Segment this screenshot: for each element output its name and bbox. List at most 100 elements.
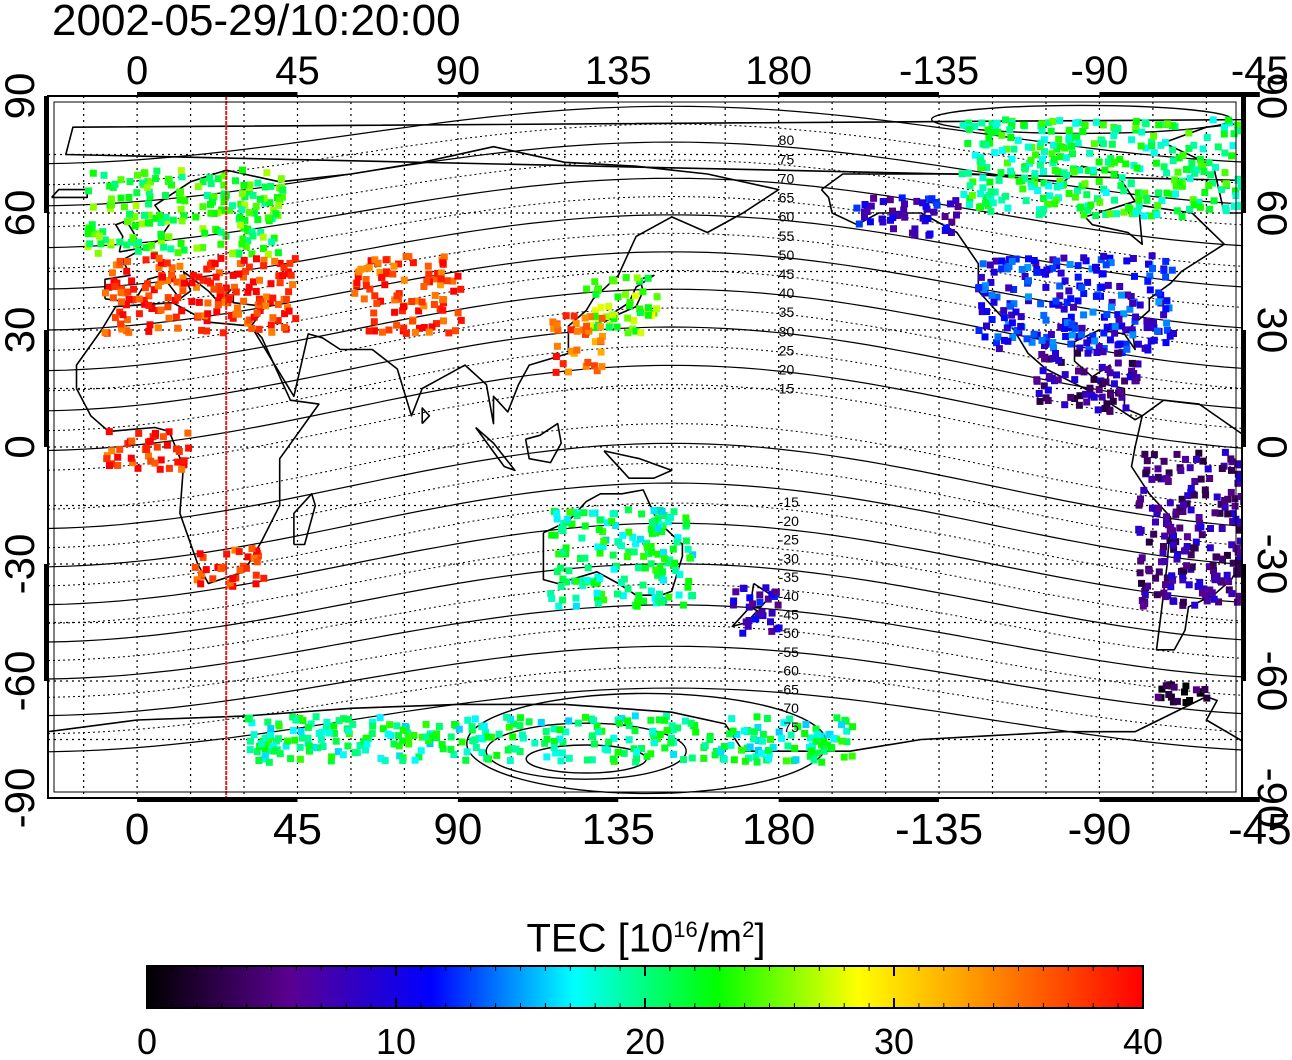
tec-cell: [670, 751, 677, 758]
tec-cell: [661, 717, 668, 724]
tec-cell: [649, 728, 656, 735]
tec-cell: [978, 274, 985, 281]
tec-cell: [1141, 451, 1148, 458]
tec-cell: [983, 142, 990, 149]
tec-cell: [179, 217, 186, 224]
tec-cell: [1174, 551, 1181, 558]
tec-cell: [313, 713, 320, 720]
tec-cell: [127, 178, 134, 185]
tec-cell: [178, 240, 185, 247]
tec-cell: [645, 275, 652, 282]
tec-cell: [257, 196, 264, 203]
tec-cell: [605, 303, 612, 310]
tec-cell: [97, 240, 104, 247]
tec-cell: [1249, 166, 1256, 173]
tec-cell: [1095, 406, 1102, 413]
tec-cell: [1231, 495, 1238, 502]
tec-cell: [1266, 490, 1273, 497]
tec-cell: [966, 201, 973, 208]
tec-cell: [573, 578, 580, 585]
tec-cell: [260, 575, 267, 582]
tec-cell: [1183, 699, 1190, 706]
tec-cell: [1104, 324, 1111, 331]
tec-cell: [1106, 210, 1113, 217]
tec-cell: [1115, 350, 1122, 357]
tec-cell: [106, 462, 113, 469]
tec-cell: [239, 167, 246, 174]
tec-cell: [1167, 527, 1174, 534]
tec-cell: [189, 279, 196, 286]
tec-cell: [983, 323, 990, 330]
tec-cell: [1001, 337, 1008, 344]
contour-label-south: -35: [779, 569, 799, 585]
tec-cell: [1260, 170, 1267, 177]
tec-cell: [1083, 339, 1090, 346]
tec-cell: [602, 746, 609, 753]
tec-cell: [516, 722, 523, 729]
tec-cell: [1155, 465, 1162, 472]
tec-cell: [1004, 205, 1011, 212]
tec-cell: [1180, 599, 1187, 606]
tec-cell: [469, 723, 476, 730]
tec-cell: [256, 326, 263, 333]
tec-cell: [651, 507, 658, 514]
tec-cell: [634, 603, 641, 610]
tec-cell: [1034, 378, 1041, 385]
tec-cell: [405, 734, 412, 741]
tec-cell: [165, 294, 172, 301]
tec-cell: [1154, 211, 1161, 218]
tec-cell: [778, 735, 785, 742]
tec-cell: [1116, 341, 1123, 348]
tec-cell: [645, 304, 652, 311]
tec-cell: [158, 233, 165, 240]
tec-cell: [554, 343, 561, 350]
tec-cell: [640, 582, 647, 589]
tec-cell: [1111, 380, 1118, 387]
tec-cell: [1179, 213, 1186, 220]
tec-cell: [1249, 177, 1256, 184]
latitude-label-left: -30: [0, 534, 43, 595]
tec-cell: [838, 738, 845, 745]
longitude-label-top: 45: [275, 49, 320, 93]
tec-cell: [249, 545, 256, 552]
tec-cell: [126, 296, 133, 303]
tec-cell: [166, 315, 173, 322]
tec-cell: [160, 433, 167, 440]
tec-cell: [637, 309, 644, 316]
tec-cell: [721, 756, 728, 763]
tec-cell: [1250, 601, 1257, 608]
coastline: [294, 494, 315, 545]
tec-cell: [287, 755, 294, 762]
tec-cell: [1250, 519, 1257, 526]
tec-cell: [1022, 166, 1029, 173]
tec-cell: [141, 169, 148, 176]
tec-cell: [1164, 120, 1171, 127]
tec-cell: [254, 216, 261, 223]
tec-cell: [1001, 314, 1008, 321]
tec-cell: [1126, 306, 1133, 313]
tec-cell: [114, 454, 121, 461]
longitude-label-bottom: 135: [582, 805, 655, 854]
tec-cell: [364, 265, 371, 272]
tec-cell: [86, 240, 93, 247]
tec-cell: [201, 230, 208, 237]
latitude-label-right: -30: [1249, 534, 1292, 595]
tec-cell: [1061, 306, 1068, 313]
tec-cell: [1093, 293, 1100, 300]
tec-cell: [564, 516, 571, 523]
tec-cell: [134, 172, 141, 179]
coastline: [422, 408, 429, 424]
tec-cell: [1123, 257, 1130, 264]
tec-cell: [597, 550, 604, 557]
tec-cell: [459, 739, 466, 746]
tec-cell: [1199, 531, 1206, 538]
tec-cell: [1113, 371, 1120, 378]
tec-cell: [555, 603, 562, 610]
tec-cell: [966, 126, 973, 133]
tec-cell: [1277, 515, 1284, 522]
tec-cell: [559, 597, 566, 604]
latitude-label-right: 0: [1249, 435, 1292, 458]
tec-cell: [1191, 201, 1198, 208]
